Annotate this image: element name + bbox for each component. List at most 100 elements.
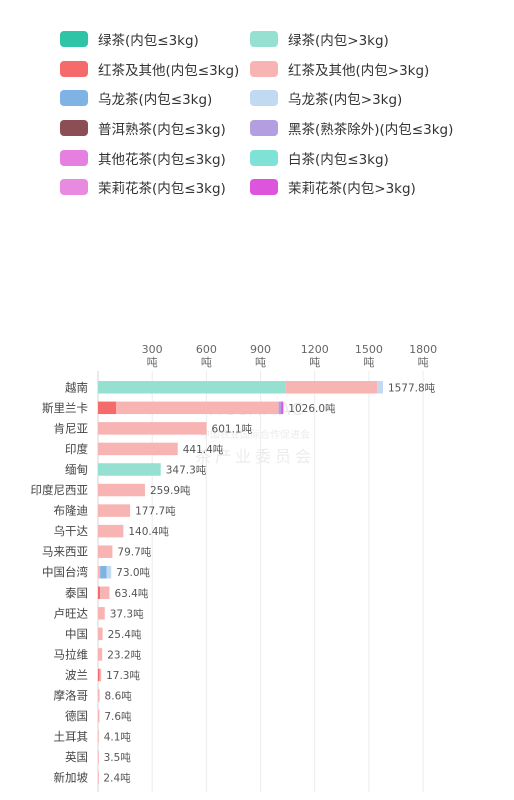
x-tick-unit: 吨 [418, 356, 429, 369]
bar-segment [377, 381, 383, 394]
legend-label: 普洱熟茶(内包≤3kg) [98, 121, 226, 138]
bar-segment [98, 442, 178, 456]
legend-label: 红茶及其他(内包>3kg) [288, 62, 430, 79]
total-value-label: 79.7吨 [117, 546, 151, 559]
bar-segment [98, 524, 124, 538]
bar-segment [285, 381, 378, 394]
legend-row: 普洱熟茶(内包≤3kg) 黑茶(熟茶除外)(内包≤3kg) [60, 113, 500, 143]
bar-segment [98, 381, 286, 394]
legend-swatch [60, 179, 88, 196]
bar-segment [281, 401, 284, 415]
bar-segment [99, 668, 102, 682]
legend-label: 黑茶(熟茶除外)(内包≤3kg) [288, 121, 454, 138]
legend-label: 乌龙茶(内包>3kg) [288, 92, 403, 109]
legend-item[interactable]: 绿茶(内包>3kg) [250, 29, 500, 49]
x-tick-unit: 吨 [309, 356, 320, 369]
legend-item[interactable]: 茉莉花茶(内包>3kg) [250, 177, 500, 197]
legend-label: 乌龙茶(内包≤3kg) [98, 92, 213, 109]
legend-label: 绿茶(内包≤3kg) [98, 32, 199, 49]
category-label: 肯尼亚 [54, 421, 89, 435]
legend-row: 茉莉花茶(内包≤3kg) 茉莉花茶(内包>3kg) [60, 172, 500, 202]
legend-label: 茉莉花茶(内包≤3kg) [98, 181, 226, 198]
bar-segment [98, 545, 113, 558]
watermark-line-3: 茶产业委员会 [194, 447, 315, 466]
legend-swatch [250, 119, 278, 136]
bar-segment [98, 463, 161, 476]
x-tick-label: 1800 [409, 343, 437, 356]
total-value-label: 25.4吨 [108, 628, 142, 641]
bar-segment [98, 750, 99, 764]
legend-item[interactable]: 白茶(内包≤3kg) [250, 148, 500, 168]
legend-item[interactable]: 茉莉花茶(内包≤3kg) [60, 177, 250, 197]
category-label: 布隆迪 [54, 504, 89, 518]
category-label: 土耳其 [54, 730, 89, 744]
total-value-label: 7.6吨 [104, 710, 132, 723]
total-value-label: 259.9吨 [150, 484, 191, 497]
legend-swatch [250, 90, 278, 107]
category-label: 中国台湾 [42, 565, 88, 579]
bar-segment [98, 565, 101, 579]
bar-segment [98, 627, 103, 641]
legend-item[interactable]: 普洱熟茶(内包≤3kg) [60, 118, 250, 138]
category-label: 马来西亚 [42, 545, 88, 559]
legend-item[interactable]: 乌龙茶(内包>3kg) [250, 88, 500, 108]
total-value-label: 4.1吨 [104, 731, 132, 744]
legend-swatch [250, 149, 278, 166]
chart-legend: 绿茶(内包≤3kg) 绿茶(内包>3kg) 红茶及其他(内包≤3kg) 红茶及其他(内… [60, 24, 500, 202]
legend-swatch [250, 179, 278, 196]
legend-row: 乌龙茶(内包≤3kg) 乌龙茶(内包>3kg) [60, 83, 500, 113]
legend-swatch [250, 30, 278, 47]
total-value-label: 347.3吨 [166, 463, 207, 476]
legend-label: 其他花茶(内包≤3kg) [98, 151, 226, 168]
legend-swatch [60, 119, 88, 136]
legend-swatch [250, 60, 278, 77]
x-tick-label: 1200 [301, 343, 329, 356]
bar-segment [98, 504, 131, 517]
total-value-label: 73.0吨 [116, 566, 150, 579]
category-label: 中国 [65, 627, 88, 641]
legend-swatch [60, 60, 88, 77]
bar-segment [100, 565, 107, 579]
total-value-label: 63.4吨 [114, 587, 148, 600]
legend-item[interactable]: 红茶及其他(内包>3kg) [250, 59, 500, 79]
bar-segment [98, 730, 99, 743]
legend-item[interactable]: 绿茶(内包≤3kg) [60, 29, 250, 49]
bar-segment [98, 648, 103, 661]
bar-segment [106, 565, 112, 579]
category-label: 印度尼西亚 [31, 483, 89, 497]
total-value-label: 140.4吨 [128, 525, 169, 538]
total-value-label: 2.4吨 [103, 772, 131, 785]
bar-segment [116, 401, 279, 415]
legend-item[interactable]: 其他花茶(内包≤3kg) [60, 148, 250, 168]
legend-row: 红茶及其他(内包≤3kg) 红茶及其他(内包>3kg) [60, 54, 500, 84]
legend-label: 绿茶(内包>3kg) [288, 32, 389, 49]
bar-segment [98, 689, 100, 702]
x-tick-unit: 吨 [201, 356, 212, 369]
bar-segment [98, 607, 105, 620]
legend-swatch [60, 30, 88, 47]
category-label: 斯里兰卡 [42, 401, 88, 415]
legend-row: 其他花茶(内包≤3kg) 白茶(内包≤3kg) [60, 143, 500, 173]
x-tick-label: 900 [250, 343, 271, 356]
bar-segment [98, 483, 145, 497]
bar-segment [98, 401, 117, 415]
x-tick-unit: 吨 [147, 356, 158, 369]
legend-label: 红茶及其他(内包≤3kg) [98, 62, 240, 79]
watermark-line-2: 中国农业国际合作促进会 [200, 430, 310, 441]
x-tick-unit: 吨 [255, 356, 266, 369]
total-value-label: 601.1吨 [212, 422, 253, 435]
x-tick-label: 300 [142, 343, 163, 356]
bar-segment [98, 422, 207, 435]
legend-item[interactable]: 红茶及其他(内包≤3kg) [60, 59, 250, 79]
x-tick-label: 600 [196, 343, 217, 356]
total-value-label: 1577.8吨 [388, 381, 436, 394]
category-label: 波兰 [65, 668, 88, 682]
total-value-label: 17.3吨 [106, 669, 140, 682]
total-value-label: 8.6吨 [105, 690, 133, 703]
bar-segment [98, 668, 100, 682]
x-tick-unit: 吨 [363, 356, 374, 369]
legend-item[interactable]: 黑茶(熟茶除外)(内包≤3kg) [250, 118, 500, 138]
bar-segment [98, 709, 100, 723]
legend-item[interactable]: 乌龙茶(内包≤3kg) [60, 88, 250, 108]
